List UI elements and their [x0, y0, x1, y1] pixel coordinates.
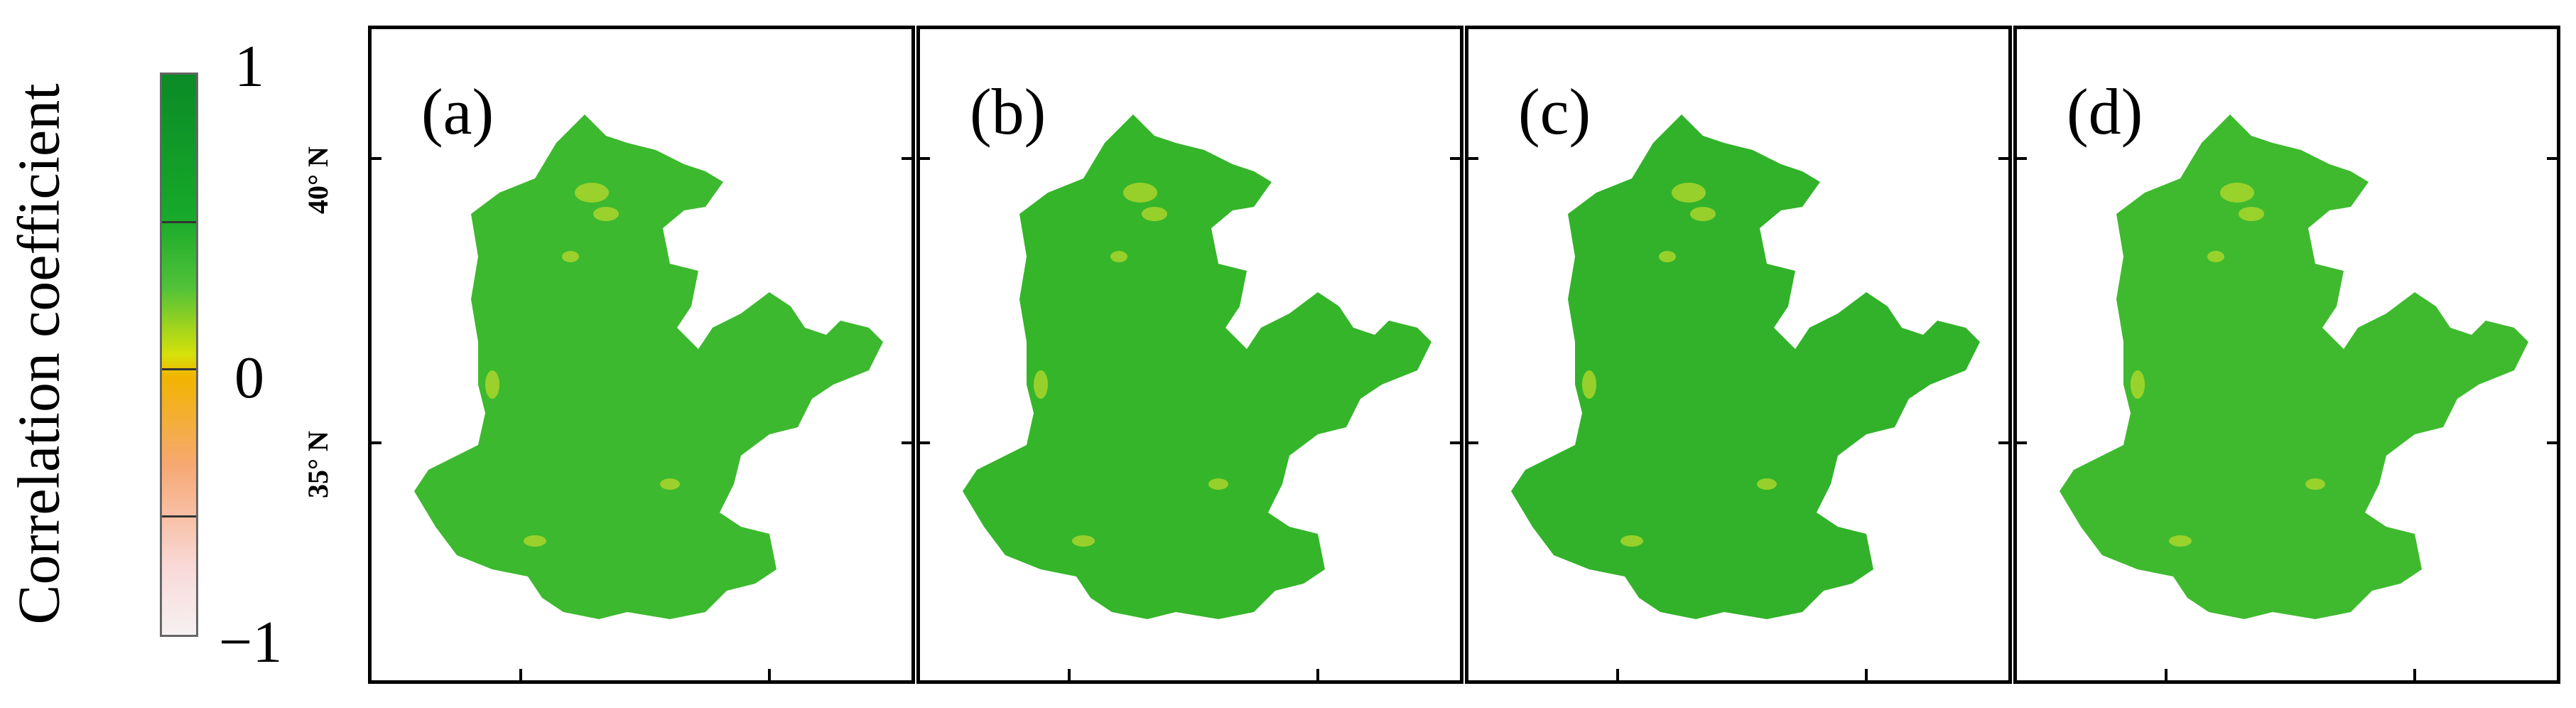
study-region	[1511, 114, 1980, 619]
colorbar-tick-min: −1	[219, 609, 283, 675]
study-region	[2060, 114, 2528, 619]
low-correlation-patch	[524, 535, 546, 547]
panel-label: (b)	[970, 75, 1046, 148]
map-svg	[372, 114, 911, 680]
low-correlation-patch	[1072, 535, 1095, 547]
map-panel-c: (c)	[1465, 26, 2012, 684]
low-correlation-patch	[1123, 183, 1157, 203]
colorbar-title: Correlation coefficient	[6, 83, 72, 625]
panel-label: (a)	[421, 75, 494, 148]
panel-label: (c)	[1518, 75, 1591, 148]
low-correlation-patch	[2169, 535, 2192, 547]
panel-label: (d)	[2067, 75, 2143, 148]
low-correlation-patch	[2207, 251, 2224, 262]
map-panel-b: (b)	[916, 26, 1463, 684]
low-correlation-patch	[660, 478, 680, 490]
colorbar-tick-max: 1	[234, 33, 264, 100]
latitude-label-40n: 40° N	[301, 146, 334, 214]
map-svg	[2017, 114, 2557, 680]
low-correlation-patch	[1659, 251, 1676, 262]
study-region	[963, 114, 1432, 619]
low-correlation-patch	[575, 183, 609, 203]
map-panel-a: (a)	[368, 26, 915, 684]
colorbar-tick-zero: 0	[234, 345, 264, 411]
colorbar	[160, 73, 198, 637]
low-correlation-patch	[1757, 478, 1777, 490]
map-panel-d: (d)	[2013, 26, 2560, 684]
low-correlation-patch	[2131, 370, 2145, 399]
low-correlation-patch	[593, 207, 619, 221]
low-correlation-patch	[1208, 478, 1228, 490]
low-correlation-patch	[562, 251, 579, 262]
low-correlation-patch	[2239, 207, 2264, 221]
low-correlation-patch	[485, 370, 499, 399]
low-correlation-patch	[2220, 183, 2254, 203]
low-correlation-patch	[1620, 535, 1643, 547]
map-svg	[920, 114, 1460, 680]
low-correlation-patch	[1672, 183, 1706, 203]
latitude-label-35n: 35° N	[301, 431, 334, 498]
low-correlation-patch	[1142, 207, 1167, 221]
study-region	[414, 114, 883, 619]
low-correlation-patch	[2305, 478, 2325, 490]
low-correlation-patch	[1690, 207, 1716, 221]
low-correlation-patch	[1110, 251, 1127, 262]
low-correlation-patch	[1582, 370, 1596, 399]
map-svg	[1468, 114, 2008, 680]
low-correlation-patch	[1034, 370, 1048, 399]
